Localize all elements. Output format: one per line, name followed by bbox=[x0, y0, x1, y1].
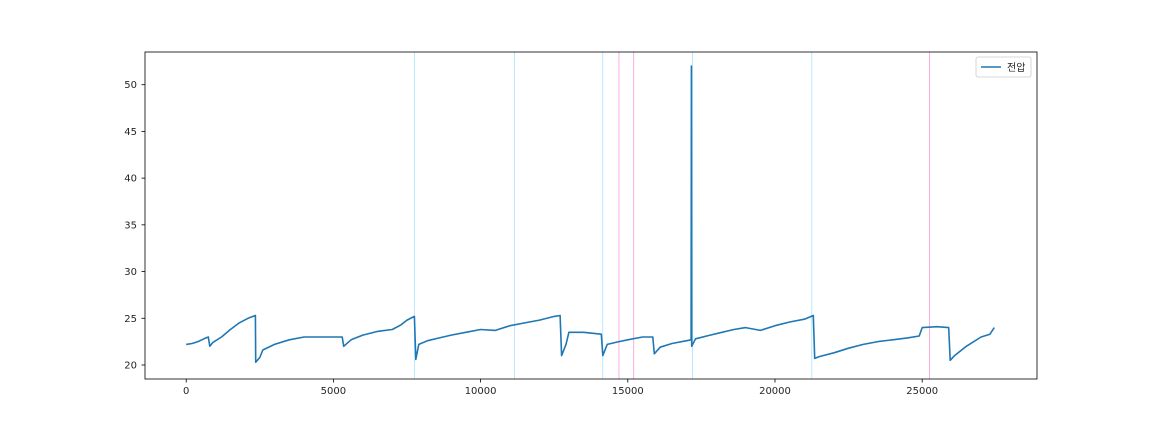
plot-frame bbox=[144, 51, 1038, 380]
y-tick-label: 40 bbox=[124, 174, 137, 185]
x-tick-label: 5000 bbox=[321, 386, 346, 397]
vertical-marker-lines bbox=[413, 52, 930, 379]
x-axis-ticks: 0 5000 10000 15000 20000 25000 bbox=[183, 379, 938, 397]
series-layer bbox=[186, 65, 995, 364]
legend: 전압 bbox=[975, 56, 1032, 78]
legend-label: 전압 bbox=[1007, 61, 1025, 74]
y-tick-label: 35 bbox=[124, 220, 137, 231]
y-tick-label: 25 bbox=[124, 314, 137, 325]
x-tick-label: 15000 bbox=[612, 386, 644, 397]
series-line-voltage bbox=[186, 65, 995, 364]
legend-box bbox=[975, 56, 1032, 78]
y-axis-ticks: 20 25 30 35 40 45 50 bbox=[124, 80, 145, 371]
x-tick-label: 25000 bbox=[906, 386, 938, 397]
y-tick-label: 30 bbox=[124, 267, 137, 278]
x-tick-label: 0 bbox=[183, 386, 189, 397]
y-tick-label: 50 bbox=[124, 80, 137, 91]
y-tick-label: 20 bbox=[124, 360, 137, 371]
x-tick-label: 10000 bbox=[465, 386, 497, 397]
y-tick-label: 45 bbox=[124, 127, 137, 138]
x-tick-label: 20000 bbox=[759, 386, 791, 397]
